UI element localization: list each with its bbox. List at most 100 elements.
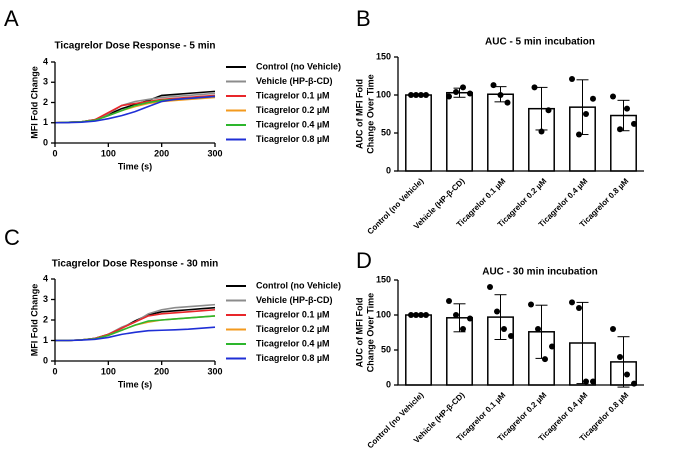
data-point: [569, 299, 575, 306]
error-bar: [617, 336, 630, 388]
data-point: [408, 312, 414, 318]
data-point: [508, 333, 514, 339]
legend-label: Ticagrelor 0.4 µM: [256, 119, 330, 129]
chart-title: Ticagrelor Dose Response - 30 min: [52, 259, 219, 270]
y-tick-label: 3: [43, 77, 48, 87]
y-tick-label: 50: [381, 344, 391, 354]
legend-label: Vehicle (HP-β-CD): [256, 76, 333, 86]
legend-label: Ticagrelor 0.8 µM: [256, 134, 330, 144]
legend-label: Ticagrelor 0.8 µM: [256, 353, 330, 363]
x-axis-label: Time (s): [118, 379, 152, 389]
y-axis-label: Change Over Time: [365, 74, 375, 153]
data-point: [501, 326, 507, 332]
y-tick-label: 4: [43, 56, 48, 66]
legend-label: Ticagrelor 0.4 µM: [256, 338, 330, 348]
y-tick-label: 3: [43, 294, 48, 304]
data-point: [590, 378, 596, 385]
x-axis-label: Time (s): [118, 161, 152, 171]
data-point: [418, 312, 424, 318]
y-tick-label: 1: [43, 117, 48, 127]
data-point: [569, 76, 575, 83]
legend-label: Control (no Vehicle): [256, 61, 341, 71]
data-point: [497, 92, 504, 98]
data-point: [413, 312, 419, 318]
axes: [54, 62, 215, 144]
data-point: [545, 107, 552, 114]
data-point: [590, 95, 596, 102]
data-point: [549, 343, 555, 350]
chart-title: Ticagrelor Dose Response - 5 min: [55, 41, 216, 52]
data-point: [631, 120, 637, 127]
y-tick-label: 0: [386, 165, 391, 175]
series-line: [55, 326, 216, 342]
data-point: [487, 284, 493, 290]
data-point: [460, 84, 466, 91]
data-point: [617, 126, 623, 133]
axes: [397, 280, 644, 386]
data-point: [542, 356, 548, 363]
data-point: [617, 354, 623, 360]
axes: [397, 57, 644, 172]
y-axis-label: AUC of MFI Fold: [354, 79, 364, 149]
x-tick-label: 100: [101, 148, 116, 158]
x-tick-label: 100: [101, 366, 116, 376]
data-point: [460, 326, 466, 332]
bar: [405, 314, 432, 386]
legend-label: Ticagrelor 0.1 µM: [256, 309, 330, 319]
panel-letter: D: [356, 248, 372, 273]
data-point: [490, 82, 497, 89]
data-point: [538, 128, 545, 135]
data-point: [408, 92, 414, 98]
data-point: [453, 312, 459, 318]
error-bar: [494, 294, 507, 340]
data-point: [531, 84, 538, 91]
bar: [446, 91, 473, 172]
axes: [54, 279, 215, 362]
series-line: [55, 306, 216, 342]
data-point: [631, 380, 637, 387]
data-point: [446, 93, 452, 100]
series-line: [54, 95, 216, 124]
x-tick-label: 300: [207, 366, 222, 376]
data-point: [576, 305, 582, 311]
y-tick-label: 0: [43, 137, 48, 147]
x-tick-label: 0: [52, 148, 57, 158]
y-tick-label: 150: [376, 274, 391, 284]
legend-label: Ticagrelor 0.2 µM: [256, 105, 330, 115]
panel-letter: C: [4, 225, 20, 250]
data-point: [583, 378, 589, 385]
series-line: [54, 95, 216, 124]
data-point: [467, 315, 473, 322]
legend-label: Control (no Vehicle): [256, 280, 341, 290]
y-tick-label: 100: [376, 309, 391, 319]
data-point: [418, 92, 424, 98]
y-tick-label: 0: [386, 379, 391, 389]
panel-letter: A: [4, 6, 19, 31]
data-point: [528, 301, 534, 308]
data-point: [423, 312, 429, 318]
data-point: [494, 308, 500, 315]
data-point: [535, 326, 541, 332]
data-point: [413, 92, 419, 98]
y-tick-label: 0: [43, 355, 48, 365]
chart-title: AUC - 30 min incubation: [482, 267, 598, 278]
data-point: [610, 93, 616, 100]
legend-label: Vehicle (HP-β-CD): [256, 295, 333, 305]
data-point: [583, 111, 589, 117]
y-tick-label: 2: [43, 97, 48, 107]
y-tick-label: 100: [376, 89, 391, 99]
y-tick-label: 150: [376, 51, 391, 61]
data-point: [624, 371, 630, 378]
series-line: [55, 315, 216, 342]
y-tick-label: 2: [43, 314, 48, 324]
y-axis-label: Change Over Time: [365, 293, 375, 372]
data-point: [576, 131, 582, 138]
panel-letter: B: [356, 6, 371, 31]
legend-label: Ticagrelor 0.2 µM: [256, 324, 330, 334]
x-tick-label: 0: [52, 366, 57, 376]
data-point: [504, 99, 511, 106]
x-tick-label: 200: [154, 148, 169, 158]
data-point: [423, 92, 429, 98]
x-tick-label: 200: [154, 366, 169, 376]
